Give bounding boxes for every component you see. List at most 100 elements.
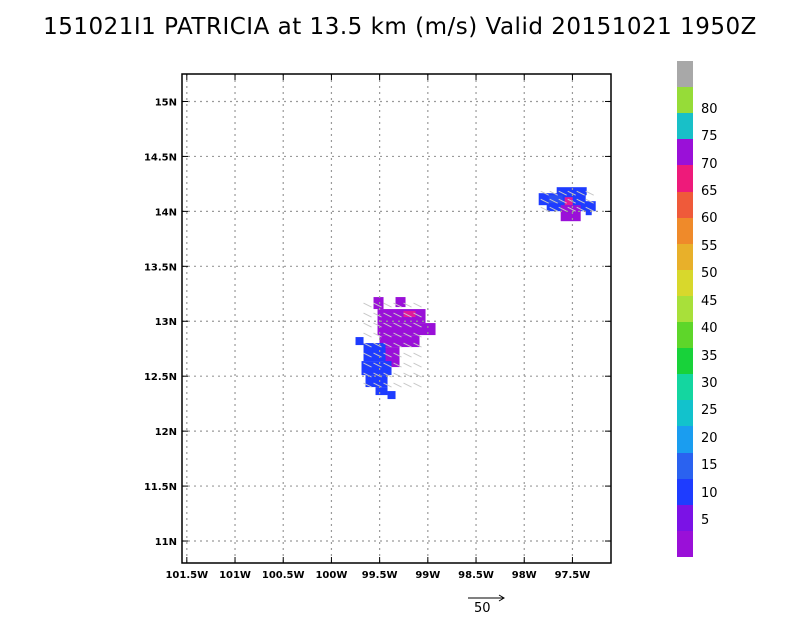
wind-arrow	[413, 382, 422, 388]
reference-vector-label: 50	[474, 601, 491, 616]
wind-arrow	[567, 206, 576, 212]
x-tick-label: 100W	[315, 570, 347, 581]
colorbar-label: 40	[701, 321, 718, 337]
wind-cell	[556, 187, 587, 196]
colorbar: 5 10 15 20 25 30 35 40 45 50 55 60 65 70 75 80	[677, 61, 772, 558]
wind-arrow	[383, 382, 392, 388]
colorbar-label: 60	[701, 211, 718, 227]
wind-arrow	[413, 352, 422, 358]
colorbar-segment	[677, 295, 693, 323]
wind-arrow	[558, 198, 567, 204]
wind-arrow	[393, 322, 402, 328]
colorbar-label: 25	[701, 403, 718, 419]
colorbar-segment	[677, 348, 693, 375]
wind-arrow	[413, 332, 422, 338]
wind-arrow	[549, 198, 558, 204]
y-tick-label: 13.5N	[144, 262, 177, 273]
wind-cell	[361, 361, 392, 376]
colorbar-segment	[677, 269, 693, 297]
wind-cell	[387, 391, 396, 400]
wind-arrow	[393, 312, 402, 318]
wind-arrow	[383, 342, 392, 348]
wind-cell	[363, 343, 386, 362]
wind-cell	[548, 195, 563, 204]
wind-arrow	[373, 362, 382, 368]
wind-arrow	[413, 372, 422, 378]
wind-arrow	[373, 302, 382, 308]
x-tick-label: 99W	[415, 570, 440, 581]
x-tick-label: 97.5W	[555, 570, 591, 581]
wind-cell	[395, 297, 406, 308]
colorbar-segment	[677, 139, 693, 166]
wind-arrow	[540, 206, 549, 212]
colorbar-segment	[677, 113, 693, 140]
wind-arrow	[403, 342, 412, 348]
y-tick-label: 11.5N	[144, 482, 177, 493]
y-tick-label: 14.5N	[144, 152, 177, 163]
x-tick-label: 98W	[512, 570, 537, 581]
wind-arrow	[383, 312, 392, 318]
y-tick-label: 11N	[155, 537, 177, 548]
y-tick-label: 12.5N	[144, 372, 177, 383]
wind-arrow	[393, 302, 402, 308]
colorbar-segment	[677, 87, 693, 114]
x-tick-label: 99.5W	[362, 570, 398, 581]
colorbar-segment	[677, 530, 693, 558]
y-tick-label: 14N	[155, 207, 177, 218]
wind-arrow	[558, 190, 567, 196]
colorbar-label: 45	[701, 293, 718, 309]
wind-arrow	[576, 190, 585, 196]
wind-arrow	[585, 198, 594, 204]
wind-arrow	[549, 190, 558, 196]
wind-arrow	[383, 352, 392, 358]
wind-arrow	[585, 206, 594, 212]
wind-arrow	[403, 322, 412, 328]
wind-arrow	[363, 352, 372, 358]
colorbar-label: 50	[701, 266, 718, 282]
colorbar-label: 30	[701, 375, 718, 391]
wind-arrow	[403, 382, 412, 388]
colorbar-segment	[677, 400, 693, 427]
colorbar-label: 75	[701, 129, 718, 145]
wind-arrow	[567, 198, 576, 204]
x-tick-label: 98.5W	[458, 570, 494, 581]
wind-arrow	[393, 362, 402, 368]
wind-arrow	[363, 382, 372, 388]
wind-cell	[379, 335, 420, 348]
wind-arrow	[558, 206, 567, 212]
wind-arrow	[403, 362, 412, 368]
wind-arrow	[363, 332, 372, 338]
colorbar-segment	[677, 61, 693, 88]
colorbar-segment	[677, 217, 693, 245]
x-tick-label: 101.5W	[165, 570, 208, 581]
plot-frame	[181, 73, 612, 564]
colorbar-label: 5	[701, 512, 710, 528]
axis-ticks: 101.5W 101W 100.5W 100W 99.5W 99W 98.5W 98W 97.5…	[144, 74, 611, 581]
colorbar-segment	[677, 452, 693, 480]
colorbar-label: 10	[701, 485, 718, 501]
wind-arrow	[576, 198, 585, 204]
wind-arrow	[393, 332, 402, 338]
wind-arrow	[549, 206, 558, 212]
colorbar-segment	[677, 322, 693, 349]
wind-arrow	[413, 322, 422, 328]
wind-arrow	[393, 382, 402, 388]
wind-cell	[365, 375, 388, 388]
wind-arrow	[383, 362, 392, 368]
wind-cell	[585, 209, 592, 216]
colorbar-label: 65	[701, 184, 718, 200]
colorbar-segment	[677, 165, 693, 192]
wind-arrow	[540, 190, 549, 196]
wind-cell	[560, 205, 581, 222]
wind-cell	[373, 297, 384, 310]
reference-vector-arrow	[468, 594, 505, 602]
wind-arrow	[403, 302, 412, 308]
chart-title: 151021I1 PATRICIA at 13.5 km (m/s) Valid…	[43, 14, 757, 40]
colorbar-label: 15	[701, 458, 718, 474]
wind-cell	[564, 197, 573, 206]
wind-arrow	[373, 332, 382, 338]
colorbar-label: 55	[701, 238, 718, 254]
wind-arrow	[383, 332, 392, 338]
wind-cell	[377, 323, 436, 336]
